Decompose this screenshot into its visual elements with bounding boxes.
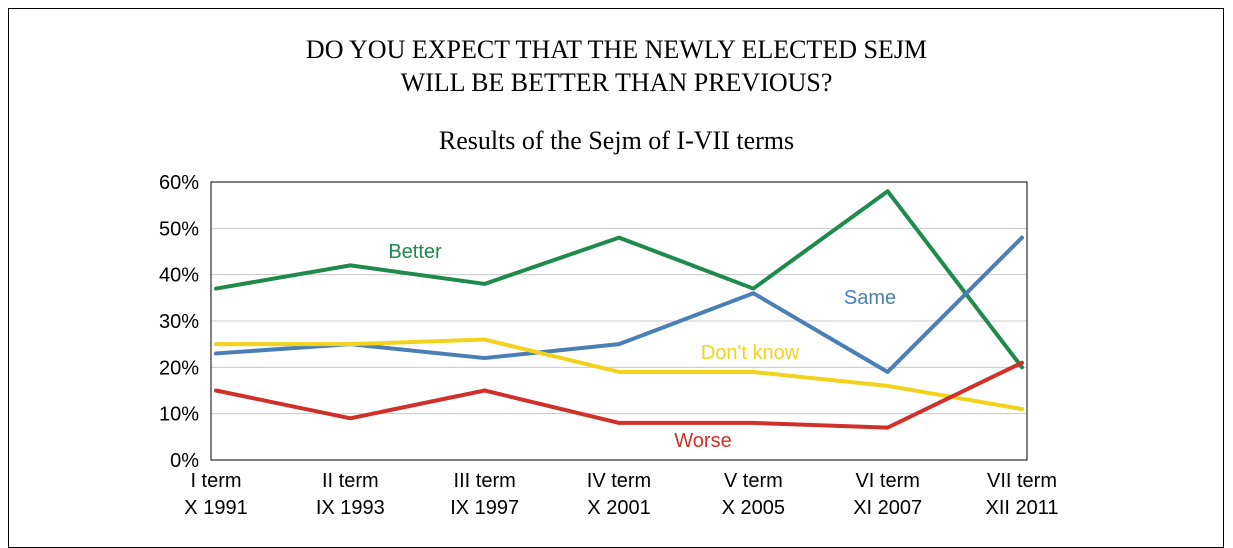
x-axis: I term X 1991 II term IX 1993 III term IX 199… — [184, 470, 1058, 519]
y-tick-label: 40% — [159, 265, 199, 287]
y-axis: 0% 10% 20% 30% 40% 50% 60% — [159, 172, 199, 472]
series-labels: Better Same Don't know Worse — [388, 241, 896, 452]
series-line-same — [214, 235, 1024, 374]
y-tick-label: 10% — [159, 404, 199, 426]
y-tick-label: 60% — [159, 172, 199, 194]
series-label-same: Same — [844, 287, 896, 309]
chart-title-line-2: WILL BE BETTER THAN PREVIOUS? — [400, 68, 833, 97]
x-tick-label: X 2001 — [587, 497, 650, 519]
x-tick-label: IV term — [587, 470, 651, 492]
x-tick-label: VI term — [855, 470, 919, 492]
y-tick-label: 20% — [159, 357, 199, 379]
x-tick-label: V term — [724, 470, 783, 492]
x-tick-label: I term — [190, 470, 241, 492]
series-label-don-t-know: Don't know — [701, 342, 800, 364]
x-tick-label: XI 2007 — [853, 497, 922, 519]
chart-title-line-1: DO YOU EXPECT THAT THE NEWLY ELECTED SEJ… — [305, 35, 928, 64]
series-line-worse — [214, 360, 1024, 430]
y-tick-label: 0% — [170, 450, 199, 472]
x-tick-label: XII 2011 — [985, 497, 1058, 519]
x-tick-label: X 2005 — [722, 497, 785, 519]
chart-subtitle: Results of the Sejm of I-VII terms — [438, 126, 795, 155]
x-tick-label: IX 1997 — [450, 497, 519, 519]
series — [214, 189, 1024, 430]
x-tick-label: X 1991 — [184, 497, 247, 519]
series-line-better — [214, 189, 1024, 370]
x-tick-label: II term — [322, 470, 379, 492]
series-label-worse: Worse — [674, 430, 731, 452]
plot-area — [210, 181, 1028, 461]
x-tick-label: III term — [454, 470, 516, 492]
x-tick-label: VII term — [987, 470, 1057, 492]
x-tick-label: IX 1993 — [316, 497, 385, 519]
y-tick-label: 30% — [159, 311, 199, 333]
y-tick-label: 50% — [159, 218, 199, 240]
series-label-better: Better — [388, 241, 442, 263]
line-chart: 0% 10% 20% 30% 40% 50% 60% I term X 1991 II term… — [159, 172, 1059, 519]
series-line-don-t-know — [214, 337, 1024, 412]
